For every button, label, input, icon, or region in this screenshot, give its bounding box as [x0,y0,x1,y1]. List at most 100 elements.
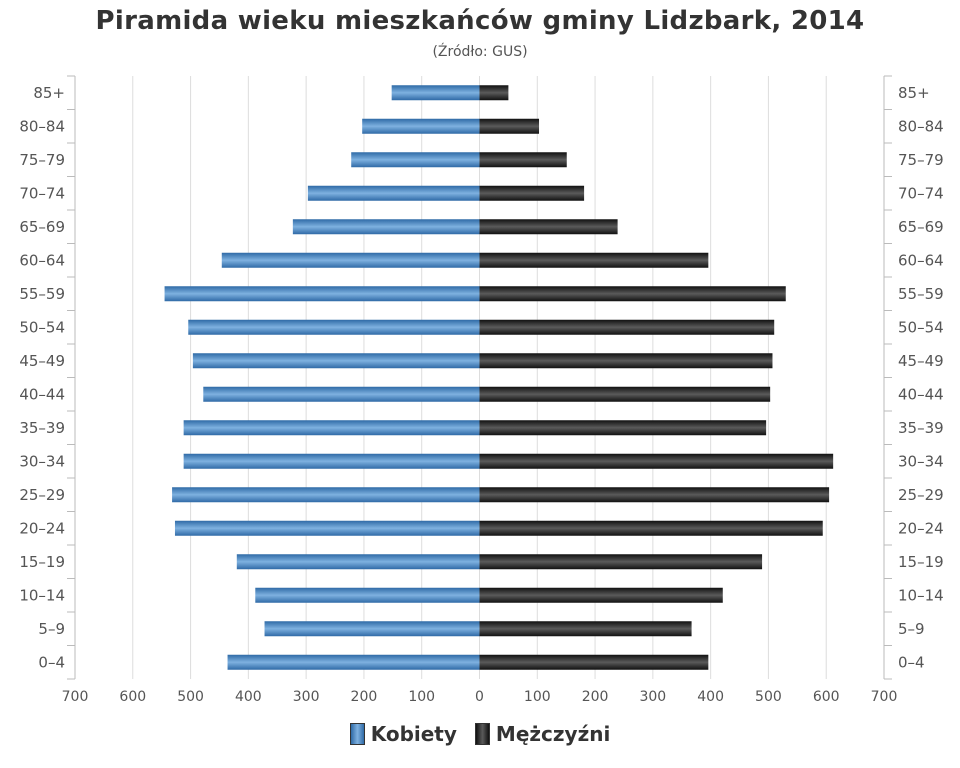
category-label-right: 75–79 [898,151,944,169]
legend-label-kobiety: Kobiety [370,722,457,746]
bar-mezczyzni[interactable] [479,353,773,369]
x-tick-label: 500 [755,689,782,705]
category-label-right: 70–74 [898,184,944,202]
bar-mezczyzni[interactable] [479,118,540,134]
bar-kobiety[interactable] [351,152,480,168]
bar-mezczyzni[interactable] [479,286,786,302]
category-label-left: 70–74 [19,184,65,202]
bar-mezczyzni[interactable] [479,554,763,570]
bar-kobiety[interactable] [174,520,480,536]
category-label-right: 30–34 [898,452,944,470]
population-pyramid-chart: 700 600 500 400 300 200 100 0 100 200 300 400 500 600… [19,75,944,705]
bar-mezczyzni[interactable] [479,621,692,637]
category-label-left: 45–49 [19,352,65,370]
category-label-left: 80–84 [19,117,65,135]
x-tick-label: 600 [813,689,840,705]
x-tick-label: 600 [119,689,146,705]
bar-mezczyzni[interactable] [479,420,767,436]
bar-mezczyzni[interactable] [479,587,723,603]
x-tick-label: 300 [639,689,666,705]
category-label-right: 65–69 [898,218,944,236]
axis-layer [67,75,892,680]
bar-mezczyzni[interactable] [479,386,771,402]
category-label-right: 10–14 [898,586,944,604]
category-label-right: 85+ [898,84,930,102]
bar-mezczyzni[interactable] [479,152,567,168]
category-label-right: 40–44 [898,385,944,403]
category-label-right: 60–64 [898,251,944,269]
category-label-left: 55–59 [19,285,65,303]
chart-title: Piramida wieku mieszkańców gminy Lidzbar… [95,6,865,36]
chart-subtitle: (Źródło: GUS) [432,44,528,60]
bar-kobiety[interactable] [221,252,480,268]
bar-kobiety[interactable] [264,621,480,637]
category-label-right: 45–49 [898,352,944,370]
category-label-right: 50–54 [898,318,944,336]
x-tick-label: 400 [697,689,724,705]
legend-label-mezczyzni: Mężczyźni [495,722,611,746]
bar-kobiety[interactable] [227,654,480,670]
bar-kobiety[interactable] [391,85,480,101]
bar-kobiety[interactable] [192,353,480,369]
label-layer: 700 600 500 400 300 200 100 0 100 200 300 400 500 600… [19,84,943,705]
bar-kobiety[interactable] [255,587,480,603]
legend-swatch-mezczyzni [474,723,490,745]
bar-kobiety[interactable] [362,118,480,134]
category-label-left: 85+ [33,84,65,102]
category-label-right: 35–39 [898,419,944,437]
bar-mezczyzni[interactable] [479,252,709,268]
category-label-right: 5–9 [898,620,925,638]
x-tick-label: 200 [582,689,609,705]
bar-kobiety[interactable] [307,185,480,201]
category-label-right: 0–4 [898,653,925,671]
x-tick-label: 500 [177,689,204,705]
bar-kobiety[interactable] [236,554,480,570]
x-tick-label: 700 [871,689,898,705]
bar-kobiety[interactable] [203,386,480,402]
category-label-right: 25–29 [898,486,944,504]
legend-item-mezczyzni[interactable]: Mężczyźni [474,722,611,746]
x-tick-label: 100 [524,689,551,705]
x-tick-label: 400 [235,689,262,705]
category-label-left: 10–14 [19,586,65,604]
bar-mezczyzni[interactable] [479,219,618,235]
category-label-left: 25–29 [19,486,65,504]
bar-kobiety[interactable] [183,453,480,469]
legend-swatch-kobiety [349,723,365,745]
bar-kobiety[interactable] [292,219,480,235]
legend: Kobiety Mężczyźni [0,722,960,746]
bar-mezczyzni[interactable] [479,185,585,201]
category-label-left: 5–9 [38,620,65,638]
x-tick-label: 700 [62,689,89,705]
x-tick-label: 0 [475,689,484,705]
category-label-left: 20–24 [19,519,65,537]
category-label-left: 75–79 [19,151,65,169]
category-label-left: 15–19 [19,553,65,571]
bar-mezczyzni[interactable] [479,319,775,335]
bar-kobiety[interactable] [188,319,480,335]
category-label-left: 0–4 [38,653,65,671]
bar-mezczyzni[interactable] [479,85,509,101]
bar-mezczyzni[interactable] [479,654,709,670]
category-label-left: 35–39 [19,419,65,437]
category-label-right: 55–59 [898,285,944,303]
bar-mezczyzni[interactable] [479,520,823,536]
category-label-right: 15–19 [898,553,944,571]
category-label-left: 65–69 [19,218,65,236]
grid-layer [132,76,827,679]
bar-kobiety[interactable] [183,420,480,436]
legend-item-kobiety[interactable]: Kobiety [349,722,457,746]
bar-kobiety[interactable] [172,487,480,503]
bar-mezczyzni[interactable] [479,453,834,469]
category-label-left: 50–54 [19,318,65,336]
bar-mezczyzni[interactable] [479,487,830,503]
bar-kobiety[interactable] [164,286,480,302]
bar-layer [164,85,834,670]
x-tick-label: 300 [293,689,320,705]
category-label-left: 60–64 [19,251,65,269]
category-label-right: 20–24 [898,519,944,537]
x-tick-label: 200 [351,689,378,705]
category-label-left: 40–44 [19,385,65,403]
category-label-left: 30–34 [19,452,65,470]
x-tick-label: 100 [408,689,435,705]
